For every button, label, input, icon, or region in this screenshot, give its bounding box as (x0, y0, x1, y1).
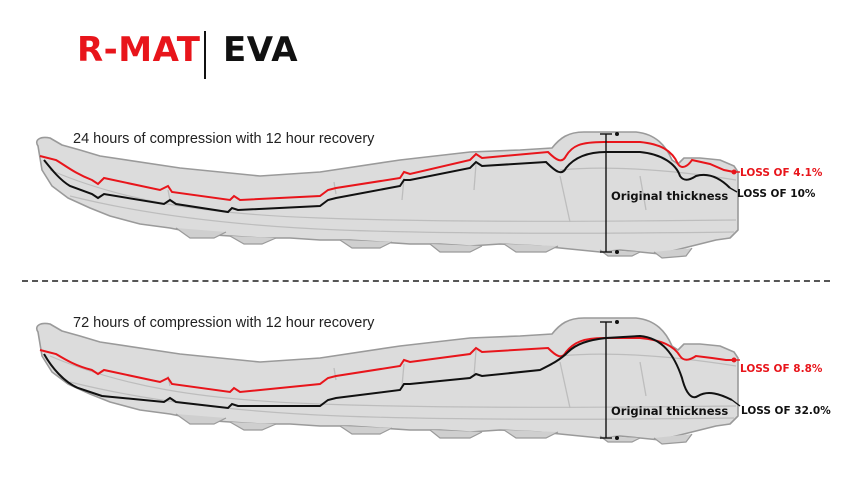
rmat-loss-label-72h: LOSS OF 8.8% (740, 363, 823, 375)
eva-loss-label-72h: LOSS OF 32.0% (741, 405, 831, 417)
rmat-line-24h (39, 141, 735, 202)
thickness-label-72h: Original thickness (611, 404, 728, 418)
panel-72h: Original thickness LOSS OF 8.8% LOSS OF … (35, 317, 831, 445)
section-divider (22, 280, 830, 282)
eva-line-24h (43, 151, 731, 214)
eva-legend-label: EVA (223, 30, 299, 70)
eva-line-72h (43, 334, 733, 410)
thickness-marker-24h (600, 132, 619, 254)
thickness-marker-72h (600, 320, 619, 440)
rmat-legend-label: R-MAT (77, 30, 201, 70)
caption-72h: 72 hours of compression with 12 hour rec… (73, 315, 375, 331)
legend-separator (204, 31, 206, 79)
thickness-label-24h: Original thickness (611, 189, 728, 203)
caption-24h: 24 hours of compression with 12 hour rec… (73, 131, 375, 147)
eva-loss-label-24h: LOSS OF 10% (737, 188, 816, 200)
rmat-loss-label-24h: LOSS OF 4.1% (740, 167, 823, 179)
panel-24h: Original thickness LOSS OF 4.1% LOSS OF … (35, 131, 823, 259)
